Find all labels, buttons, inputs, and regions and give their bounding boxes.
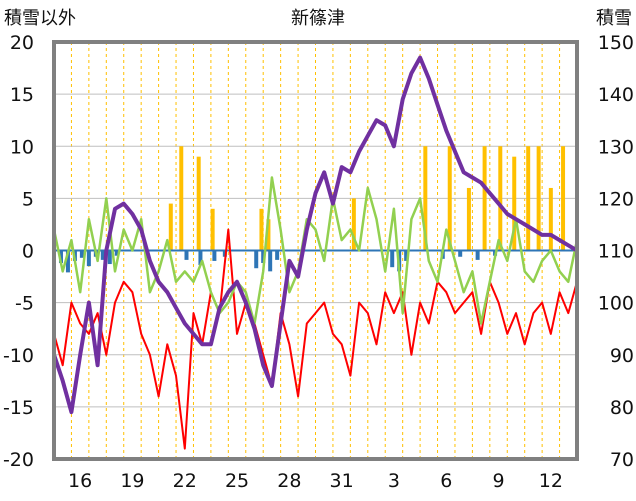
y-tick-label-right: 110 <box>598 241 634 263</box>
bar_negative-bar <box>65 250 70 273</box>
chart-title: 新篠津 <box>291 8 345 29</box>
y-tick-label-left: -5 <box>15 293 34 315</box>
precip-bar <box>447 146 452 251</box>
x-tick-label: 9 <box>493 470 505 492</box>
y-tick-label-left: 0 <box>22 241 34 263</box>
bar_negative-bar <box>212 250 217 261</box>
plot-frame <box>52 40 579 461</box>
precip-bar <box>498 146 503 251</box>
bar_negative-bar <box>107 250 112 265</box>
precip-bar <box>526 146 531 251</box>
precip-bar <box>512 156 517 251</box>
snow_depth-line <box>52 55 579 415</box>
y-tick-label-left: -10 <box>3 345 34 367</box>
y-axis-label-left: 積雪以外 <box>4 8 76 29</box>
precip-bar <box>536 146 541 251</box>
precip-bar <box>548 187 553 251</box>
x-tick-label: 12 <box>539 470 563 492</box>
temp_max-line <box>52 176 579 325</box>
y-tick-label-left: 20 <box>10 32 34 54</box>
y-tick-label-right: 150 <box>598 32 634 54</box>
y-tick-label-left: -20 <box>3 449 34 471</box>
bar_negative-bar <box>198 250 203 266</box>
bar_negative-bar <box>475 250 480 260</box>
bar_negative-bar <box>86 250 91 267</box>
bar_negative-bar <box>261 250 266 264</box>
y-tick-label-right: 140 <box>598 84 634 106</box>
y-tick-label-right: 100 <box>598 293 634 315</box>
x-tick-label: 31 <box>330 470 354 492</box>
bar_negative-bar <box>114 250 119 256</box>
bar_negative-bar <box>390 250 395 268</box>
bar_negative-bar <box>275 250 280 260</box>
precip-bar <box>179 146 184 251</box>
y-axis-label-right: 積雪 <box>596 8 632 29</box>
precip-bar <box>466 187 471 251</box>
x-tick-label: 6 <box>440 470 452 492</box>
precip-bar <box>561 146 566 251</box>
y-tick-label-right: 90 <box>610 345 634 367</box>
bar_negative-bar <box>254 250 259 269</box>
y-tick-label-left: -15 <box>3 397 34 419</box>
x-tick-label: 25 <box>225 470 249 492</box>
x-ticks: 16 19 22 25 28 31 3 6 9 12 <box>68 470 563 492</box>
x-tick-label: 19 <box>120 470 144 492</box>
precip-bar <box>351 198 356 251</box>
y-tick-label-right: 120 <box>598 188 634 210</box>
y-tick-label-right: 80 <box>610 397 634 419</box>
bar_negative-bar <box>58 250 63 264</box>
x-tick-label: 22 <box>173 470 197 492</box>
precip-bar <box>210 208 215 251</box>
y-ticks-right: 150 140 130 120 110 100 90 80 70 <box>598 32 634 471</box>
precip-bar <box>266 219 271 251</box>
x-tick-label: 28 <box>277 470 301 492</box>
bar_negative-bar <box>458 250 463 257</box>
y-ticks-left: 20 15 10 5 0 -5 -10 -15 -20 <box>3 32 34 471</box>
y-tick-label-left: 15 <box>10 84 34 106</box>
y-tick-label-right: 70 <box>610 449 634 471</box>
x-tick-label: 16 <box>68 470 92 492</box>
x-tick-label: 3 <box>388 470 400 492</box>
bar_negative-bar <box>184 250 189 260</box>
y-tick-label-left: 10 <box>10 136 34 158</box>
precip-bar <box>423 146 428 251</box>
precip-bar <box>259 208 264 251</box>
precip-bar <box>482 146 487 251</box>
y-tick-label-right: 130 <box>598 136 634 158</box>
precip-bar <box>168 203 173 251</box>
plot-area <box>52 55 579 450</box>
bar_negative-bar <box>100 250 105 260</box>
bar_negative-bar <box>404 250 409 261</box>
y-tick-label-left: 5 <box>22 188 34 210</box>
bar_negative-bar <box>268 250 273 272</box>
precip-bar <box>196 156 201 251</box>
bar_negative-bar <box>79 250 84 258</box>
